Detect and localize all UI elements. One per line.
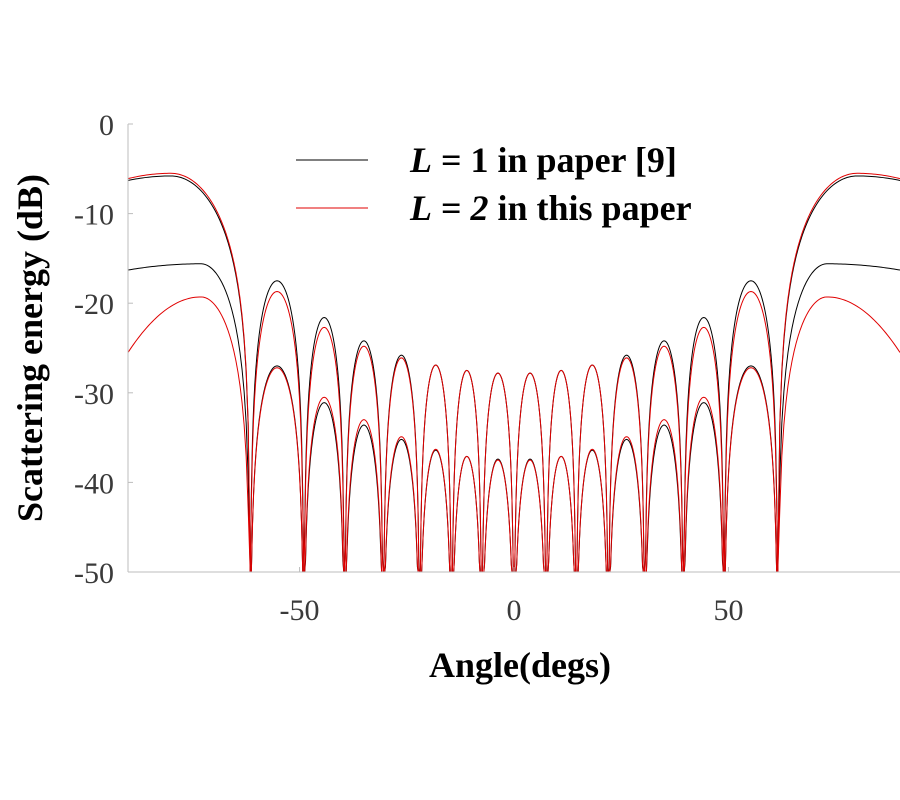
- series-1-outer-lobe: [777, 172, 900, 573]
- series-1-upper-lobe: [576, 364, 609, 573]
- plot-area: [127, 172, 900, 573]
- series-1-lower-lobe: [303, 396, 345, 573]
- y-tick-label: 0: [99, 109, 114, 142]
- x-tick-label: 50: [713, 594, 743, 627]
- series-1-upper-lobe: [382, 357, 421, 573]
- legend: L = 1 in paper [9] L = 2 in this paper: [296, 140, 692, 228]
- series-1-upper-lobe: [546, 369, 577, 573]
- x-axis-title: Angle(degs): [429, 645, 611, 685]
- series-1-lower-lobe: [344, 419, 384, 573]
- series-0-upper-lobe: [546, 369, 577, 573]
- series-0-upper-lobe: [723, 280, 779, 573]
- series-0-upper-lobe: [451, 369, 482, 573]
- series-0-upper-lobe: [576, 364, 609, 573]
- series-1-lower-lobe: [419, 448, 452, 573]
- series-1-upper-lobe: [723, 291, 779, 573]
- series-1-upper-lobe: [303, 326, 346, 573]
- series-0-outer-lobe: [777, 175, 900, 573]
- series-1-lower-lobe: [546, 455, 577, 573]
- series-1-upper-lobe: [682, 326, 725, 573]
- series-1-upper-lobe: [419, 364, 452, 573]
- series-0-outer-lobe-2: [127, 263, 251, 573]
- series-0-upper-lobe: [249, 280, 305, 573]
- series-1-lower-lobe: [683, 396, 725, 573]
- series-1-outer-lobe-2: [777, 296, 900, 573]
- series-1-lower-lobe: [576, 448, 609, 573]
- series-1-upper-lobe: [607, 357, 646, 573]
- series-0-lower-lobe: [644, 424, 684, 573]
- y-tick-label: -30: [74, 378, 114, 411]
- series-0-upper-lobe: [644, 340, 684, 573]
- x-tick-label: -50: [280, 594, 320, 627]
- series-0-upper-lobe: [382, 354, 421, 573]
- series-1-upper-lobe: [451, 369, 482, 573]
- series-0-upper-lobe: [344, 340, 384, 573]
- y-tick-label: -40: [74, 467, 114, 500]
- series-0-upper-lobe: [481, 372, 514, 573]
- series-1-lower-lobe: [250, 367, 304, 573]
- series-0-upper-lobe: [303, 317, 346, 573]
- series-1-lower-lobe: [451, 455, 482, 573]
- x-tick-label: 0: [507, 594, 522, 627]
- y-tick-label: -50: [74, 557, 114, 590]
- series-1: [127, 172, 900, 573]
- series-1-lower-lobe: [644, 419, 684, 573]
- series-1-lower-lobe: [481, 459, 514, 573]
- series-1-upper-lobe: [644, 345, 684, 573]
- series-0-lower-lobe: [344, 424, 384, 573]
- series-0-lower-lobe: [608, 438, 645, 573]
- y-tick-label: -10: [74, 199, 114, 232]
- series-0-lower-lobe: [683, 402, 725, 573]
- series-0-lower-lobe: [383, 438, 420, 573]
- series-1-lower-lobe: [724, 367, 778, 573]
- series-0-lower-lobe: [303, 402, 345, 573]
- series-1-outer-lobe: [127, 172, 251, 573]
- series-0-upper-lobe: [607, 354, 646, 573]
- legend-label: L = 1 in paper [9]: [409, 140, 677, 180]
- series-0-upper-lobe: [514, 372, 547, 573]
- series-0-upper-lobe: [682, 317, 725, 573]
- y-axis-title: Scattering energy (dB): [10, 174, 50, 522]
- series-0-lower-lobe: [724, 365, 778, 573]
- series-1-upper-lobe: [481, 372, 514, 573]
- series-1-lower-lobe: [514, 459, 547, 573]
- legend-label: L = 2 in this paper: [409, 188, 692, 228]
- series-0-outer-lobe-2: [777, 263, 900, 573]
- series-1-lower-lobe: [608, 436, 645, 573]
- series-0-outer-lobe: [127, 175, 251, 573]
- series-0-lower-lobe: [250, 365, 304, 573]
- series-1-upper-lobe: [249, 291, 305, 573]
- series-0-upper-lobe: [419, 364, 452, 573]
- series-1-upper-lobe: [344, 345, 384, 573]
- series-0: [127, 175, 900, 573]
- series-1-lower-lobe: [383, 436, 420, 573]
- ticks: 0 -10 -20 -30 -40 -50 -50 0 50: [74, 109, 743, 627]
- series-1-outer-lobe-2: [127, 296, 251, 573]
- series-1-upper-lobe: [514, 372, 547, 573]
- y-tick-label: -20: [74, 288, 114, 321]
